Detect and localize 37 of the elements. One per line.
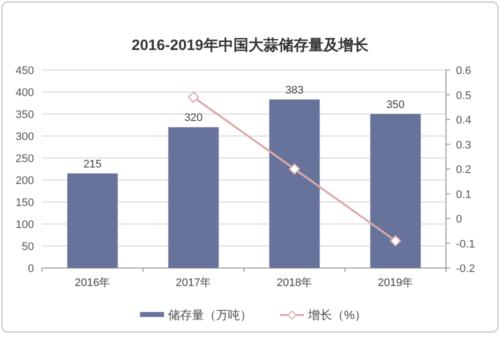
point xyxy=(288,163,300,175)
y-tick-label: 300 xyxy=(16,131,34,143)
chart-title: 2016-2019年中国大蒜储存量及增长 xyxy=(132,37,370,54)
y-tick-label: 400 xyxy=(16,87,34,99)
y2-tick-label: 0.1 xyxy=(456,188,472,201)
y2-tick-label: 0.6 xyxy=(456,65,472,77)
bar xyxy=(269,99,320,268)
y-tick-label: 350 xyxy=(16,109,34,121)
y-tick-label: 450 xyxy=(16,65,34,77)
bar xyxy=(168,127,219,268)
y-tick-label: 200 xyxy=(16,175,34,187)
data-label: 320 xyxy=(184,112,203,124)
data-label: 350 xyxy=(386,99,405,111)
x-tick-label: 2017年 xyxy=(176,277,212,289)
legend-label: 增长（%） xyxy=(307,308,367,322)
y2-tick-label: -0.2 xyxy=(456,263,475,275)
bar xyxy=(370,114,421,268)
y-tick-label: 250 xyxy=(16,153,34,165)
y-tick-label: 0 xyxy=(28,263,34,275)
y2-tick-label: 0.2 xyxy=(456,164,472,176)
data-label: 383 xyxy=(285,84,304,96)
x-tick-label: 2016年 xyxy=(74,277,110,289)
y-tick-label: 100 xyxy=(16,219,34,231)
y2-tick-label: 0.3 xyxy=(456,139,472,152)
point xyxy=(390,235,402,246)
y2-tick-label: 0.4 xyxy=(456,114,472,126)
data-label: 215 xyxy=(83,158,102,170)
y2-tick-label: -0.1 xyxy=(456,238,475,250)
point xyxy=(188,92,200,103)
x-tick-label: 2018年 xyxy=(276,277,312,289)
y2-tick-label: 0.5 xyxy=(456,90,472,102)
y-tick-label: 150 xyxy=(16,197,34,209)
bar xyxy=(67,173,118,268)
y2-tick-label: 0 xyxy=(456,214,462,226)
x-tick-label: 2019年 xyxy=(378,277,414,289)
y-tick-label: 50 xyxy=(22,241,34,253)
legend-label: 储存量（万吨） xyxy=(168,308,252,322)
